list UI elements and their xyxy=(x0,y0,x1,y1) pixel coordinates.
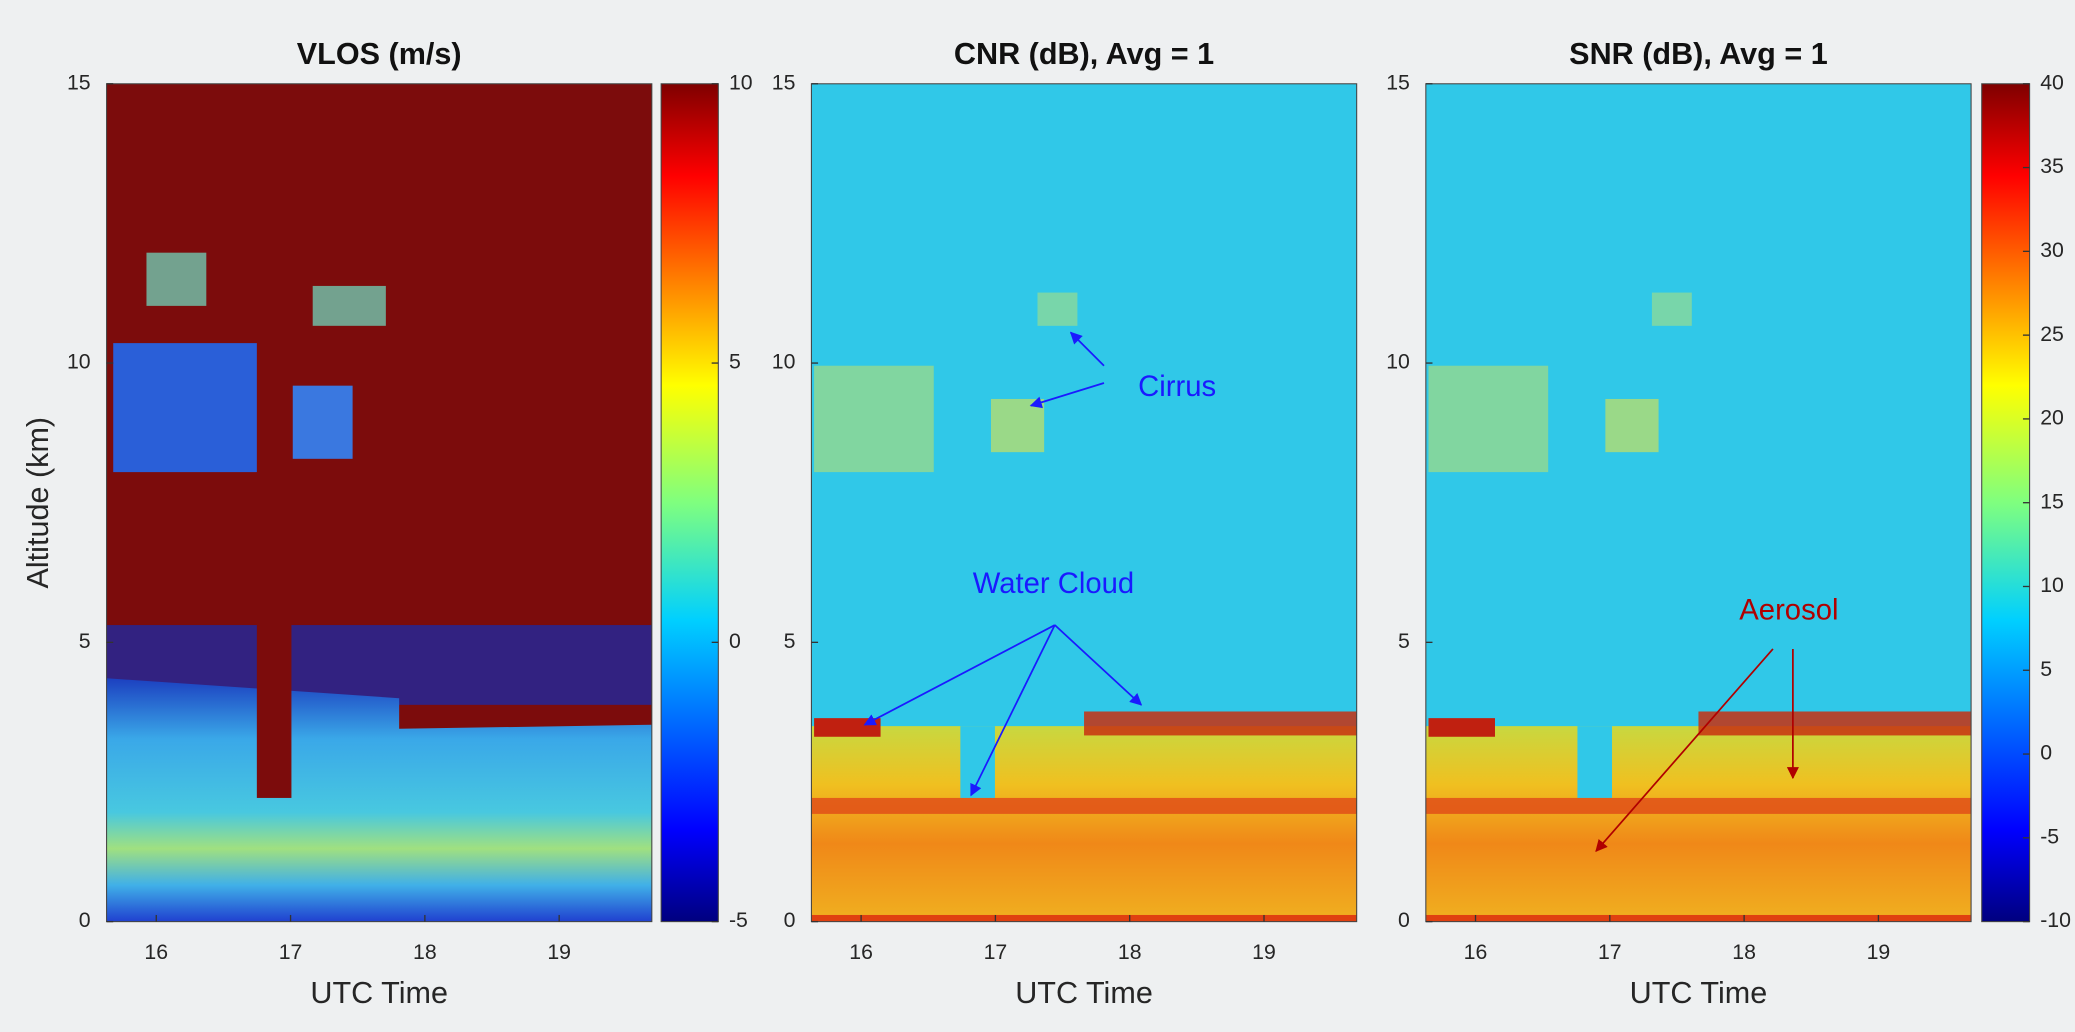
y-tick-label: 0 xyxy=(784,908,796,932)
x-tick-label: 19 xyxy=(1867,940,1891,964)
y-tick-label: 15 xyxy=(772,70,796,94)
plot-frame xyxy=(1425,83,1972,923)
panel-title: SNR (dB), Avg = 1 xyxy=(1569,37,1828,71)
x-tick-label: 18 xyxy=(1732,940,1756,964)
annotation: Water Cloud xyxy=(973,568,1134,600)
colorbar-tick-label: 0 xyxy=(729,629,741,653)
y-tick-label: 5 xyxy=(1398,629,1410,653)
plot-frame xyxy=(106,83,653,923)
colorbar-tick-label: -5 xyxy=(729,908,748,932)
x-axis-label: UTC Time xyxy=(1015,976,1153,1010)
annotation-arrows xyxy=(863,331,1799,853)
x-tick-label: 16 xyxy=(1464,940,1488,964)
x-tick-label: 16 xyxy=(144,940,168,964)
annotation: Cirrus xyxy=(1138,371,1216,403)
colorbar-tick-label: 10 xyxy=(729,70,753,94)
y-tick-label: 15 xyxy=(67,70,91,94)
y-tick-label: 0 xyxy=(1398,908,1410,932)
y-tick-label: 0 xyxy=(79,908,91,932)
x-tick-label: 19 xyxy=(547,940,571,964)
plot-frame xyxy=(810,83,1358,923)
y-tick-label: 10 xyxy=(1386,350,1410,374)
x-tick-label: 18 xyxy=(413,940,437,964)
x-tick-label: 19 xyxy=(1252,940,1276,964)
colorbar xyxy=(660,83,719,923)
y-tick-label: 10 xyxy=(67,350,91,374)
x-tick-label: 16 xyxy=(849,940,873,964)
x-axis-label: UTC Time xyxy=(1630,976,1768,1010)
colorbar-tick-label: 25 xyxy=(2040,322,2064,346)
colorbar-tick-label: 30 xyxy=(2040,238,2064,262)
x-tick-label: 17 xyxy=(984,940,1008,964)
y-axis-label: Altitude (km) xyxy=(21,417,55,589)
colorbar-tick-label: 40 xyxy=(2040,70,2064,94)
x-tick-label: 17 xyxy=(279,940,303,964)
colorbar-tick-label: 10 xyxy=(2040,573,2064,597)
colorbar-tick-label: -10 xyxy=(2040,908,2071,932)
colorbar-tick-label: 15 xyxy=(2040,489,2064,513)
y-tick-label: 5 xyxy=(784,629,796,653)
y-tick-label: 5 xyxy=(79,629,91,653)
y-tick-label: 10 xyxy=(772,350,796,374)
annotation: Aerosol xyxy=(1739,594,1838,626)
colorbar-tick-label: -5 xyxy=(2040,824,2059,848)
colorbar-tick-label: 35 xyxy=(2040,154,2064,178)
x-axis-label: UTC Time xyxy=(310,976,448,1010)
y-tick-label: 15 xyxy=(1386,70,1410,94)
heatmap-image xyxy=(106,83,1972,922)
x-tick-label: 18 xyxy=(1118,940,1142,964)
x-tick-label: 17 xyxy=(1598,940,1622,964)
colorbar-tick-label: 0 xyxy=(2040,741,2052,765)
colorbar-tick-label: 5 xyxy=(2040,657,2052,681)
colorbar-tick-label: 5 xyxy=(729,350,741,374)
colorbar-tick-label: 20 xyxy=(2040,406,2064,430)
colorbar xyxy=(1981,83,2031,923)
panel-title: CNR (dB), Avg = 1 xyxy=(954,37,1214,71)
panel-title: VLOS (m/s) xyxy=(297,37,462,71)
